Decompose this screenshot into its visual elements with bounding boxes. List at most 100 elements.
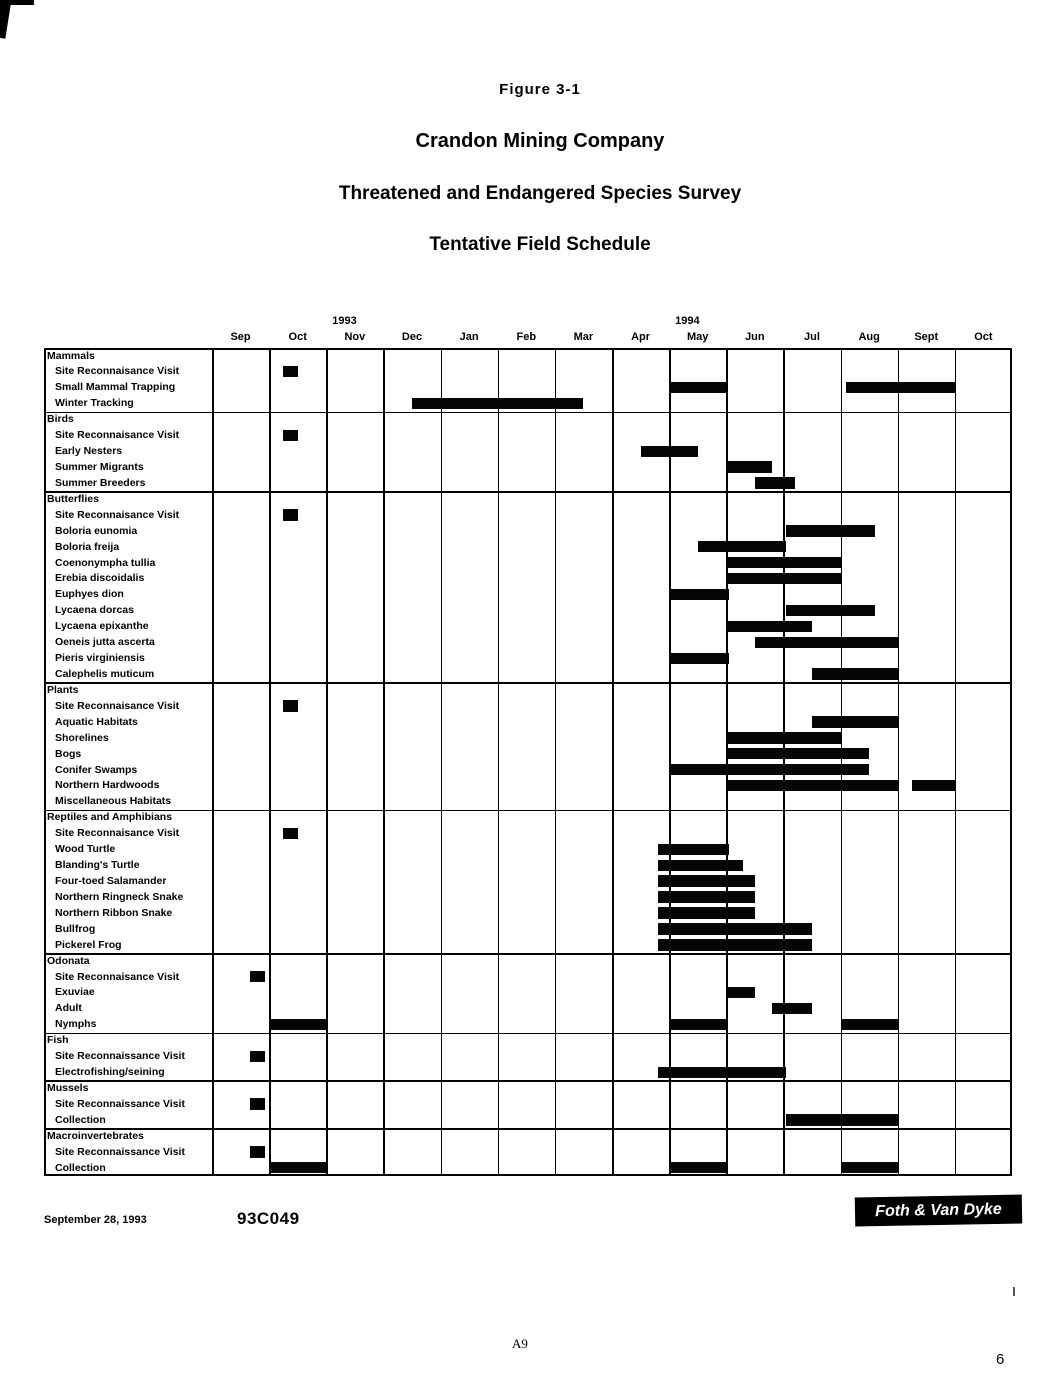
gantt-bar bbox=[772, 1002, 812, 1015]
grid-line-h bbox=[44, 809, 1012, 812]
figure-label: Figure 3-1 bbox=[499, 81, 581, 98]
gantt-bar bbox=[846, 381, 955, 394]
month-label: Aug bbox=[858, 331, 880, 343]
gantt-group-label: Mussels bbox=[47, 1081, 89, 1094]
gantt-bar bbox=[249, 1098, 265, 1110]
page-reference: A9 bbox=[512, 1336, 528, 1351]
brand-name: Foth & Van Dyke bbox=[875, 1200, 1002, 1220]
gantt-bar bbox=[640, 445, 698, 457]
document-number: 93C049 bbox=[237, 1209, 300, 1228]
footer-date: September 28, 1993 bbox=[44, 1214, 147, 1226]
gantt-row-label: Aquatic Habitats bbox=[55, 715, 138, 728]
gantt-bar bbox=[812, 668, 898, 680]
gantt-bar bbox=[840, 1018, 898, 1031]
gantt-row-label: Oeneis jutta ascerta bbox=[55, 636, 155, 649]
grid-line-h bbox=[44, 411, 1012, 414]
gantt-bar bbox=[282, 700, 298, 712]
gantt-bar bbox=[412, 397, 584, 410]
gantt-bar bbox=[657, 939, 812, 951]
gantt-row-label: Blanding's Turtle bbox=[55, 859, 140, 872]
scan-artifact bbox=[1013, 1287, 1015, 1296]
gantt-bar bbox=[786, 1114, 898, 1126]
gantt-bar bbox=[697, 541, 787, 553]
gantt-bar bbox=[726, 572, 841, 585]
month-label: Sept bbox=[914, 331, 939, 343]
gantt-row-label: Exuviae bbox=[55, 986, 95, 999]
grid-line-v bbox=[840, 348, 843, 1176]
month-label: May bbox=[687, 331, 709, 343]
gantt-row-label: Four-toed Salamander bbox=[55, 874, 167, 887]
gantt-bar bbox=[657, 859, 744, 871]
gantt-bar bbox=[282, 429, 298, 442]
grid-line-v bbox=[269, 348, 271, 1176]
gantt-bar bbox=[754, 477, 795, 489]
gantt-row-label: Site Reconnaissance Visit bbox=[55, 1050, 185, 1063]
gantt-bar bbox=[269, 1018, 327, 1031]
gantt-row-label: Pieris virginiensis bbox=[55, 652, 145, 665]
gantt-group-label: Macroinvertebrates bbox=[47, 1129, 144, 1142]
gantt-group-label: Birds bbox=[47, 413, 74, 426]
gantt-row-label: Site Reconnaissance Visit bbox=[55, 1097, 185, 1110]
gantt-row-label: Site Reconnaissance Visit bbox=[55, 1145, 185, 1158]
month-label: Dec bbox=[401, 331, 423, 343]
month-label: Apr bbox=[631, 331, 651, 343]
grid-line-v bbox=[383, 348, 386, 1176]
gantt-row-label: Summer Breeders bbox=[55, 476, 146, 489]
gantt-row-label: Lycaena epixanthe bbox=[55, 620, 149, 633]
gantt-row-label: Euphyes dion bbox=[55, 588, 124, 601]
gantt-row-label: Bullfrog bbox=[55, 922, 96, 935]
gantt-row-label: Nymphs bbox=[55, 1018, 97, 1031]
grid-line-v bbox=[440, 348, 443, 1176]
gantt-bar bbox=[282, 365, 298, 378]
gantt-bar bbox=[657, 891, 755, 903]
gantt-row-label: Site Reconnaisance Visit bbox=[55, 365, 180, 378]
gantt-row-label: Collection bbox=[55, 1113, 106, 1126]
gantt-bar bbox=[669, 1018, 727, 1031]
gantt-row-label: Calephelis muticum bbox=[55, 667, 155, 680]
month-label: Jun bbox=[745, 331, 765, 343]
gantt-bar bbox=[669, 764, 870, 776]
grid-line-v bbox=[669, 348, 671, 1176]
gantt-bar bbox=[726, 620, 812, 633]
grid-line-v bbox=[897, 348, 900, 1176]
month-label: Mar bbox=[573, 331, 594, 343]
gantt-group-label: Butterflies bbox=[47, 492, 99, 505]
grid-line-v bbox=[212, 348, 214, 1176]
gantt-row-label: Coenonympha tullia bbox=[55, 556, 156, 569]
grid-line-v bbox=[497, 348, 500, 1176]
gantt-row-label: Site Reconnaisance Visit bbox=[55, 970, 180, 983]
grid-line-v bbox=[783, 348, 786, 1176]
gantt-row-label: Electrofishing/seining bbox=[55, 1066, 165, 1079]
gantt-row-label: Erebia discoidalis bbox=[55, 572, 145, 585]
gantt-group-label: Odonata bbox=[47, 954, 90, 967]
gantt-bar bbox=[669, 588, 730, 601]
scan-artifact bbox=[0, 0, 34, 5]
page-title-schedule: Tentative Field Schedule bbox=[429, 234, 651, 255]
grid-line-v bbox=[726, 348, 728, 1176]
gantt-bar bbox=[269, 1162, 327, 1174]
gantt-bar bbox=[786, 525, 875, 537]
gantt-group-label: Mammals bbox=[47, 349, 95, 362]
gantt-bar bbox=[282, 827, 298, 840]
gantt-bar bbox=[726, 748, 870, 760]
gantt-bar bbox=[726, 461, 772, 473]
year-label: 1993 bbox=[332, 315, 357, 327]
gantt-row-label: Northern Ribbon Snake bbox=[55, 906, 173, 919]
grid-line-h bbox=[44, 1128, 1012, 1130]
gantt-row-label: Conifer Swamps bbox=[55, 763, 138, 776]
page-number: 6 bbox=[996, 1351, 1005, 1368]
month-label: Nov bbox=[344, 331, 366, 343]
gantt-bar bbox=[669, 381, 727, 394]
grid-line-h bbox=[44, 953, 1012, 955]
gantt-row-label: Site Reconnaisance Visit bbox=[55, 508, 180, 521]
gantt-row-label: Miscellaneous Habitats bbox=[55, 795, 172, 808]
page-title-company: Crandon Mining Company bbox=[415, 130, 665, 152]
gantt-row-label: Site Reconnaisance Visit bbox=[55, 699, 180, 712]
gantt-bar bbox=[669, 652, 730, 664]
month-label: Sep bbox=[230, 331, 251, 343]
gantt-row-label: Bogs bbox=[55, 747, 82, 760]
gantt-bar bbox=[669, 1162, 727, 1174]
gantt-group-label: Reptiles and Amphibians bbox=[47, 811, 173, 824]
